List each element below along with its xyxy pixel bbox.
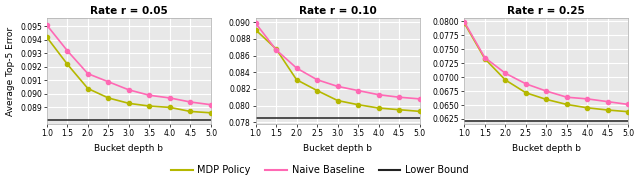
Title: Rate r = 0.05: Rate r = 0.05 bbox=[90, 6, 168, 16]
Y-axis label: Average Top-5 Error: Average Top-5 Error bbox=[6, 26, 15, 116]
X-axis label: Bucket depth b: Bucket depth b bbox=[512, 144, 581, 153]
X-axis label: Bucket depth b: Bucket depth b bbox=[94, 144, 163, 153]
X-axis label: Bucket depth b: Bucket depth b bbox=[303, 144, 372, 153]
Legend: MDP Policy, Naive Baseline, Lower Bound: MDP Policy, Naive Baseline, Lower Bound bbox=[167, 161, 473, 179]
Title: Rate r = 0.10: Rate r = 0.10 bbox=[299, 6, 376, 16]
Title: Rate r = 0.25: Rate r = 0.25 bbox=[508, 6, 585, 16]
